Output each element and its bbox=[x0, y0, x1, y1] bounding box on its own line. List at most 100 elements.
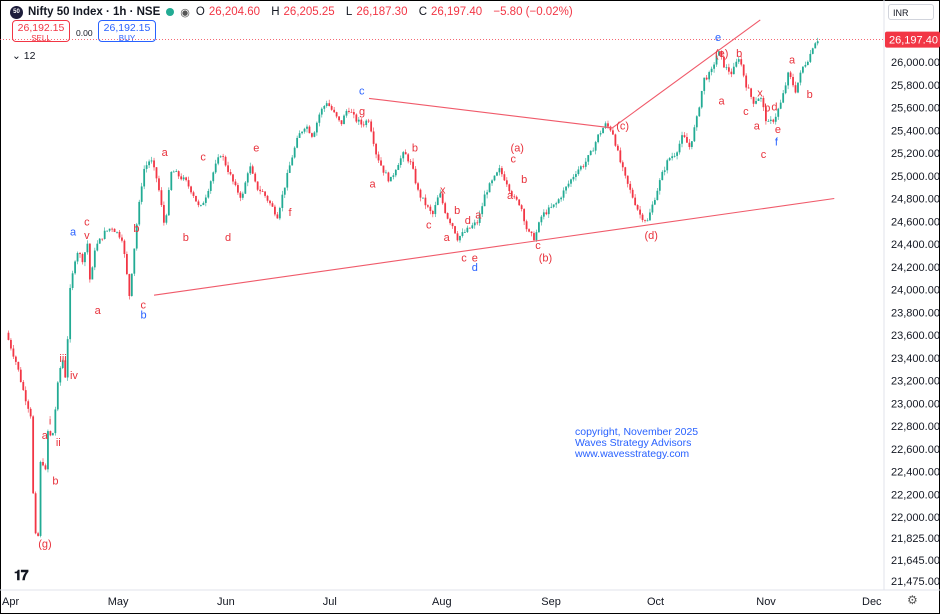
wave-label: iv bbox=[70, 370, 78, 382]
candle-body bbox=[407, 154, 410, 162]
watermark-line-1: copyright, November 2025 bbox=[575, 426, 699, 438]
candle-body bbox=[422, 197, 424, 199]
buy-label: BUY bbox=[118, 34, 136, 43]
candle-body bbox=[774, 116, 777, 122]
candle-body bbox=[385, 172, 387, 174]
ohlc-high: 26,205.25 bbox=[283, 6, 335, 18]
candle-body bbox=[802, 66, 804, 73]
candle-body bbox=[779, 102, 782, 109]
candle-body bbox=[143, 168, 146, 187]
wave-label: a bbox=[370, 179, 377, 191]
candle-body bbox=[552, 204, 555, 207]
candle-body bbox=[464, 232, 466, 233]
settings-gear-icon[interactable]: ⚙ bbox=[907, 593, 918, 607]
wave-label: g bbox=[359, 106, 365, 118]
candle-body bbox=[315, 122, 318, 133]
candle-body bbox=[678, 143, 681, 153]
candle-body bbox=[481, 206, 484, 215]
currency-selector[interactable]: INR bbox=[888, 4, 934, 20]
chevron-down-icon: ⌄ bbox=[12, 50, 21, 62]
candle-body bbox=[565, 186, 567, 191]
candle-body bbox=[757, 98, 760, 101]
candle-body bbox=[234, 181, 237, 186]
candle-body bbox=[518, 199, 521, 206]
candle-body bbox=[621, 162, 624, 168]
candle-body bbox=[417, 183, 419, 190]
y-tick-label: 23,000.00 bbox=[891, 398, 940, 410]
candle-body bbox=[533, 233, 535, 241]
candle-body bbox=[597, 134, 600, 143]
wave-label: f bbox=[775, 137, 779, 149]
eye-icon[interactable]: ◉ bbox=[180, 6, 190, 19]
tradingview-logo-icon[interactable]: 𝟏𝟕 bbox=[14, 567, 29, 583]
candle-body bbox=[653, 200, 656, 205]
candle-body bbox=[66, 339, 69, 378]
wave-label: d bbox=[465, 215, 471, 227]
symbol-title[interactable]: Nifty 50 Index · 1h · NSE bbox=[28, 6, 161, 18]
candle-body bbox=[520, 205, 523, 210]
candle-body bbox=[56, 382, 59, 410]
candle-body bbox=[348, 110, 350, 112]
candle-body bbox=[237, 185, 239, 193]
candle-body bbox=[64, 360, 67, 378]
x-tick-label: May bbox=[108, 596, 129, 608]
candle-body bbox=[212, 172, 215, 182]
wave-label: (b) bbox=[539, 253, 552, 265]
x-tick-label: Aug bbox=[432, 596, 452, 608]
candle-body bbox=[816, 41, 819, 44]
wave-label: c bbox=[426, 220, 432, 232]
candle-body bbox=[804, 64, 807, 67]
candle-body bbox=[811, 48, 814, 54]
candle-body bbox=[501, 168, 503, 175]
candle-body bbox=[483, 194, 486, 207]
candle-body bbox=[79, 253, 81, 255]
candle-body bbox=[24, 390, 27, 402]
y-tick-label: 23,800.00 bbox=[891, 307, 940, 319]
candle-body bbox=[123, 240, 126, 255]
y-tick-label: 21,475.00 bbox=[891, 576, 940, 588]
wave-label: c bbox=[359, 85, 365, 97]
candle-body bbox=[735, 61, 738, 67]
candle-body bbox=[570, 179, 572, 184]
watermark-line-2: Waves Strategy Advisors bbox=[575, 437, 692, 449]
sell-button[interactable]: 26,192.15 SELL bbox=[12, 20, 70, 43]
candle-body bbox=[167, 190, 170, 216]
candle-body bbox=[377, 154, 380, 161]
indicators-toggle[interactable]: ⌄ 12 bbox=[12, 50, 35, 62]
candle-body bbox=[441, 193, 444, 204]
candle-body bbox=[599, 133, 602, 135]
candle-body bbox=[34, 493, 37, 534]
candle-body bbox=[607, 123, 609, 127]
candle-body bbox=[612, 130, 614, 135]
candle-body bbox=[81, 254, 84, 263]
candle-body bbox=[686, 137, 688, 143]
candle-body bbox=[17, 361, 20, 370]
candle-body bbox=[118, 231, 121, 238]
symbol-header[interactable]: 50 Nifty 50 Index · 1h · NSE ◉ O 26,204.6… bbox=[10, 4, 577, 20]
wave-label: ii bbox=[56, 437, 61, 449]
price-change: −5.80 (−0.02%) bbox=[493, 6, 573, 18]
candle-body bbox=[750, 88, 752, 97]
wave-label: f bbox=[288, 207, 292, 219]
wave-label: a bbox=[475, 209, 482, 221]
candle-body bbox=[636, 205, 639, 210]
candle-body bbox=[219, 156, 222, 158]
candle-body bbox=[456, 233, 459, 241]
candle-body bbox=[690, 141, 693, 147]
wave-label: b bbox=[412, 142, 418, 154]
candle-body bbox=[202, 202, 205, 206]
candle-body bbox=[747, 87, 750, 89]
candle-body bbox=[649, 212, 651, 221]
x-tick-label: Jul bbox=[323, 596, 337, 608]
candle-body bbox=[727, 67, 730, 72]
candle-body bbox=[666, 160, 669, 171]
wave-label: b bbox=[521, 174, 527, 186]
trendline-3 bbox=[611, 19, 761, 129]
candle-body bbox=[631, 189, 634, 198]
buy-button[interactable]: 26,192.15 BUY bbox=[98, 20, 156, 43]
candle-body bbox=[320, 108, 323, 115]
candle-body bbox=[232, 174, 234, 182]
candle-body bbox=[182, 177, 185, 180]
candle-body bbox=[547, 207, 550, 215]
